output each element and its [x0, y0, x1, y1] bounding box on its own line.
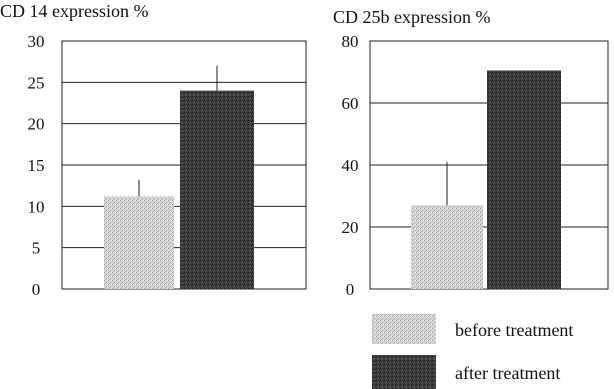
bars	[104, 90, 254, 289]
legend-swatch-before	[372, 314, 436, 344]
bar-after	[487, 70, 561, 289]
legend-label-before: before treatment	[455, 320, 573, 340]
y-tick-label: 0	[346, 280, 355, 299]
bar-after	[180, 90, 254, 289]
chart-cd25b: CD 25b expression % 80 60 40 20 0	[333, 7, 609, 299]
legend-label-after: after treatment	[455, 363, 560, 383]
bar-before	[411, 205, 483, 289]
y-tick-labels: 30 25 20 15 10 5 0	[28, 32, 45, 299]
y-tick-label: 15	[28, 156, 45, 175]
y-tick-label: 25	[28, 73, 45, 92]
y-tick-label: 80	[342, 32, 359, 51]
y-tick-label: 60	[342, 94, 359, 113]
error-bars	[138, 65, 218, 197]
chart-cd14: CD 14 expression % 30 25 20 15 10 5 0	[0, 1, 307, 299]
y-tick-label: 30	[28, 32, 45, 51]
y-tick-label: 20	[28, 115, 45, 134]
bars	[411, 70, 561, 289]
chart-title: CD 14 expression %	[0, 1, 148, 21]
y-tick-label: 0	[32, 280, 41, 299]
chart-title: CD 25b expression %	[333, 7, 490, 27]
y-tick-label: 10	[28, 197, 45, 216]
y-tick-labels: 80 60 40 20 0	[342, 32, 359, 299]
legend-swatch-after	[372, 355, 436, 389]
y-tick-label: 5	[32, 239, 41, 258]
legend: before treatment after treatment	[372, 314, 573, 389]
bar-before	[104, 196, 174, 289]
y-tick-label: 20	[342, 218, 359, 237]
y-tick-label: 40	[342, 156, 359, 175]
